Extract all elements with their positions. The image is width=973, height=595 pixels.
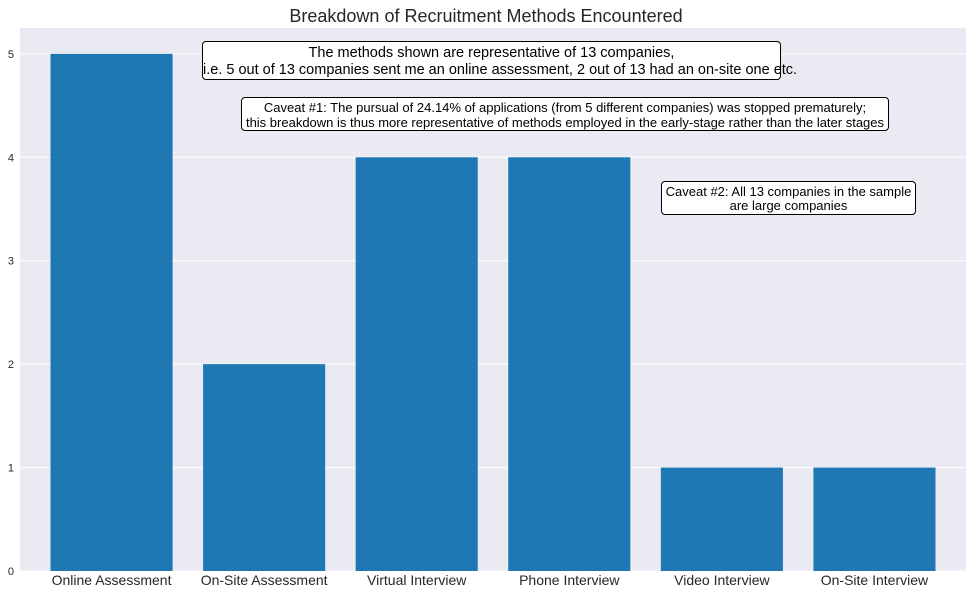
bar [355, 157, 478, 572]
bar [203, 364, 326, 571]
x-tick-label: Online Assessment [52, 572, 172, 588]
y-tick-label: 4 [8, 152, 14, 164]
y-tick-label: 1 [8, 463, 14, 475]
x-axis: Online Assessment On-Site Assessment Virtu… [52, 572, 929, 588]
annotation-caveat-2: Caveat #2: All 13 companies in the sampl… [661, 181, 916, 215]
x-tick-label: Virtual Interview [367, 572, 467, 588]
annotation-line: Caveat #1: The pursual of 24.14% of appl… [263, 100, 867, 115]
chart-title: Breakdown of Recruitment Methods Encount… [289, 6, 682, 26]
bar [813, 467, 936, 571]
x-tick-label: Phone Interview [519, 572, 620, 588]
x-tick-label: On-Site Interview [821, 572, 929, 588]
annotation-line: this breakdown is thus more representati… [245, 115, 885, 130]
x-tick-label: Video Interview [674, 572, 770, 588]
y-tick-label: 5 [8, 49, 14, 61]
y-tick-label: 0 [8, 566, 14, 578]
bar [660, 467, 783, 571]
x-tick-label: On-Site Assessment [201, 572, 328, 588]
annotation-caveat-1: Caveat #1: The pursual of 24.14% of appl… [241, 97, 889, 131]
y-tick-label: 2 [8, 359, 14, 371]
bar [508, 157, 631, 572]
annotation-representative-note: The methods shown are representative of … [202, 41, 798, 80]
bars [50, 53, 936, 572]
annotation-line: are large companies [729, 198, 848, 213]
bar [50, 53, 173, 572]
annotation-line: The methods shown are representative of … [308, 45, 675, 61]
y-tick-label: 3 [8, 256, 14, 268]
annotation-line: i.e. 5 out of 13 companies sent me an on… [203, 62, 798, 78]
y-axis: 0 1 2 3 4 5 [8, 49, 14, 578]
annotation-line: Caveat #2: All 13 companies in the sampl… [665, 184, 912, 199]
